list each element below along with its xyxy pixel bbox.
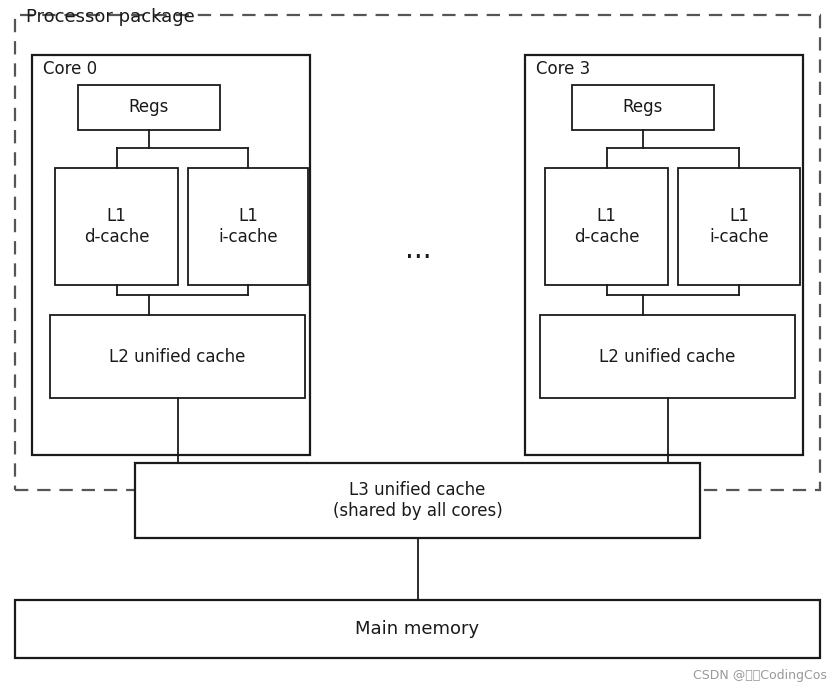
- Text: Core 3: Core 3: [536, 60, 590, 78]
- Text: L2 unified cache: L2 unified cache: [110, 348, 246, 365]
- Bar: [15, 600, 820, 658]
- Bar: [32, 55, 310, 455]
- Text: Main memory: Main memory: [355, 620, 480, 638]
- Text: L2 unified cache: L2 unified cache: [599, 348, 736, 365]
- Bar: [50, 315, 305, 398]
- Text: ...: ...: [405, 236, 431, 264]
- Bar: [545, 168, 668, 285]
- Text: L1
d-cache: L1 d-cache: [573, 207, 640, 246]
- Text: L3 unified cache
(shared by all cores): L3 unified cache (shared by all cores): [333, 481, 502, 520]
- Text: Regs: Regs: [129, 98, 169, 116]
- Bar: [540, 315, 795, 398]
- Text: L1
i-cache: L1 i-cache: [218, 207, 278, 246]
- Bar: [188, 168, 308, 285]
- Bar: [525, 55, 803, 455]
- Bar: [78, 85, 220, 130]
- Bar: [55, 168, 178, 285]
- Text: Regs: Regs: [623, 98, 663, 116]
- Text: L1
i-cache: L1 i-cache: [709, 207, 769, 246]
- Bar: [678, 168, 800, 285]
- Text: L1
d-cache: L1 d-cache: [84, 207, 150, 246]
- Text: Processor package: Processor package: [26, 8, 195, 26]
- Bar: [135, 463, 700, 538]
- Bar: [572, 85, 714, 130]
- Text: Core 0: Core 0: [43, 60, 97, 78]
- Bar: [15, 15, 820, 490]
- Text: CSDN @主公CodingCos: CSDN @主公CodingCos: [693, 669, 827, 682]
